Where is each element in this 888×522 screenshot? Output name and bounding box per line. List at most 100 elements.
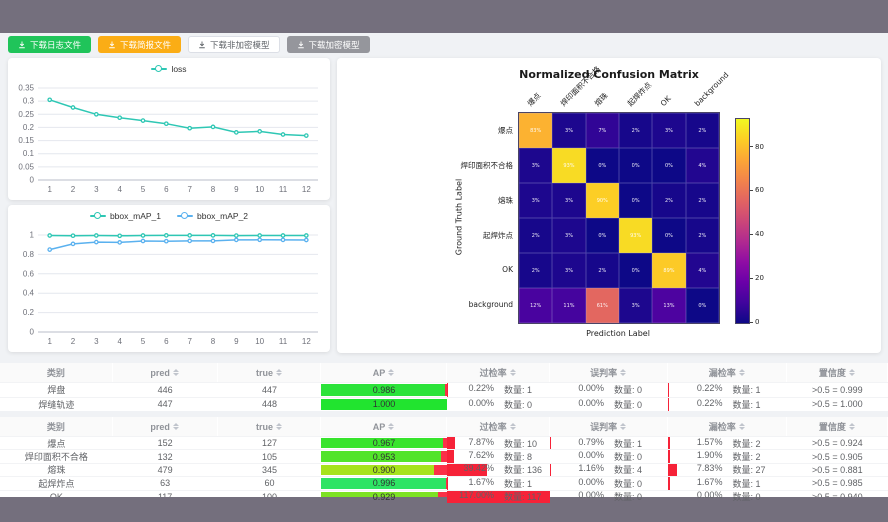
- column-header-label: 误判率: [590, 368, 618, 378]
- rate-text: 1.67% 数量: 1: [447, 477, 550, 489]
- svg-text:11: 11: [279, 185, 288, 194]
- svg-text:0.15: 0.15: [18, 136, 34, 145]
- sort-icon[interactable]: [172, 369, 179, 376]
- ap-gap-bar: [446, 478, 447, 489]
- rate-text: 0.00% 数量: 0: [447, 398, 550, 411]
- matrix-row: 12% 11% 61% 3% 13% 0%: [519, 288, 719, 323]
- rate-text: 0.22% 数量: 1: [668, 383, 787, 396]
- matrix-grid: 83% 3% 7% 2% 3% 2% 3% 93% 0% 0% 0% 4% 3% 3% 90% 0% 2% 2% 2…: [518, 112, 720, 324]
- rate-count: 数量: 8: [504, 452, 533, 463]
- download-report-button[interactable]: 下载简报文件: [98, 36, 182, 53]
- rate-count: 数量: 27: [732, 465, 766, 476]
- sort-icon[interactable]: [172, 423, 179, 430]
- ap-bar: [321, 478, 447, 489]
- rate-count: 数量: 0: [613, 385, 642, 396]
- matrix-cell: 3%: [552, 253, 586, 288]
- cell-pred: 152: [157, 438, 173, 449]
- column-header-truth[interactable]: true: [218, 363, 322, 382]
- sort-icon[interactable]: [620, 423, 627, 430]
- map-chart-legend: bbox_mAP_1 bbox_mAP_2: [8, 205, 330, 227]
- sort-icon[interactable]: [276, 423, 282, 430]
- column-header-label: 置信度: [818, 422, 846, 432]
- cell-over: 39.42% 数量: 136: [446, 463, 550, 477]
- sort-icon[interactable]: [848, 423, 855, 430]
- svg-text:0.25: 0.25: [18, 110, 34, 119]
- legend-item-bbox_mAP_2[interactable]: bbox_mAP_2: [177, 211, 248, 221]
- svg-text:10: 10: [255, 337, 264, 346]
- download-plain-model-button[interactable]: 下载非加密模型: [188, 36, 280, 53]
- table-row: 焊缝轨迹 447 448 1.000 0.00% 数量: 0 0.00% 数量: 0 0.22%…: [0, 396, 888, 412]
- cell-mis: 0.79% 数量: 1: [549, 437, 668, 450]
- column-header-pred[interactable]: pred: [113, 417, 218, 436]
- rate-text: 0.00% 数量: 0: [550, 398, 668, 411]
- column-header-ap[interactable]: AP: [321, 417, 447, 436]
- sort-icon[interactable]: [276, 369, 282, 376]
- download-log-button[interactable]: 下载日志文件: [8, 36, 92, 53]
- matrix-cell: 2%: [652, 183, 686, 218]
- download-encrypted-model-button[interactable]: 下载加密模型: [286, 36, 370, 53]
- ap-value: 0.986: [372, 384, 396, 395]
- column-header-pred[interactable]: pred: [113, 363, 218, 382]
- svg-text:4: 4: [117, 337, 122, 346]
- column-header-conf[interactable]: 置信度: [787, 417, 888, 436]
- caret-down-icon: [172, 373, 179, 376]
- sort-icon[interactable]: [509, 369, 516, 376]
- cell-conf: >0.5 = 0.985: [812, 478, 863, 489]
- svg-text:7: 7: [187, 337, 192, 346]
- cell-truth: 60: [264, 478, 275, 489]
- svg-text:9: 9: [234, 337, 239, 346]
- ap-gap-bar: [442, 438, 447, 449]
- matrix-cell: 0%: [618, 183, 653, 218]
- caret-down-icon: [509, 427, 516, 430]
- legend-label: bbox_mAP_2: [197, 211, 249, 221]
- sort-icon[interactable]: [848, 369, 855, 376]
- column-header-label: AP: [372, 421, 386, 432]
- ap-gap-bar: [437, 491, 447, 502]
- column-header-miss[interactable]: 漏检率: [668, 363, 787, 382]
- rate-bar: [446, 383, 449, 397]
- matrix-row-label: OK: [502, 265, 513, 274]
- caret-down-icon: [388, 427, 395, 430]
- cell-label: 起焊炸点: [38, 478, 75, 489]
- rate-percent: 1.67%: [696, 477, 723, 487]
- cell-mis: 0.00% 数量: 0: [550, 398, 668, 412]
- column-header-mis[interactable]: 误判率: [550, 417, 668, 436]
- matrix-col-label: OK: [658, 93, 673, 108]
- colorbar-tick: 40: [750, 230, 764, 238]
- svg-text:0.6: 0.6: [23, 269, 35, 278]
- cell-miss: 1.57% 数量: 2: [667, 437, 787, 450]
- cell-label: 焊缝轨迹: [38, 399, 75, 410]
- svg-text:0.3: 0.3: [23, 97, 35, 106]
- sort-icon[interactable]: [388, 369, 395, 376]
- rate-percent: 0.00%: [578, 490, 604, 501]
- rate-percent: 0.79%: [578, 437, 604, 447]
- column-header-over[interactable]: 过检率: [447, 417, 550, 436]
- rate-count: 数量: 10: [504, 438, 538, 449]
- column-header-ap[interactable]: AP: [321, 363, 447, 382]
- rate-bar: [667, 437, 670, 450]
- column-header-label: 置信度: [818, 368, 846, 378]
- column-header-over[interactable]: 过检率: [447, 363, 550, 382]
- sort-icon[interactable]: [509, 423, 516, 430]
- column-header-mis[interactable]: 误判率: [550, 363, 668, 382]
- rate-percent: 1.16%: [578, 463, 604, 474]
- matrix-cell: 61%: [585, 288, 619, 323]
- column-header-miss[interactable]: 漏检率: [668, 417, 787, 436]
- cell-conf: >0.5 = 0.905: [812, 451, 863, 462]
- matrix-cell: 3%: [552, 113, 586, 148]
- ap-bar: [321, 438, 443, 449]
- svg-text:4: 4: [117, 185, 122, 194]
- column-header-conf[interactable]: 置信度: [787, 363, 888, 382]
- sort-icon[interactable]: [620, 369, 627, 376]
- cell-conf: >0.5 = 0.924: [812, 438, 863, 449]
- sort-icon[interactable]: [738, 369, 745, 376]
- svg-text:0.4: 0.4: [23, 289, 35, 298]
- download-icon: [108, 41, 116, 49]
- legend-item-loss[interactable]: loss: [151, 64, 187, 74]
- legend-item-bbox_mAP_1[interactable]: bbox_mAP_1: [89, 211, 161, 221]
- rate-bar: [446, 463, 488, 477]
- sort-icon[interactable]: [388, 423, 395, 430]
- sort-icon[interactable]: [738, 423, 745, 430]
- column-header-truth[interactable]: true: [218, 417, 322, 436]
